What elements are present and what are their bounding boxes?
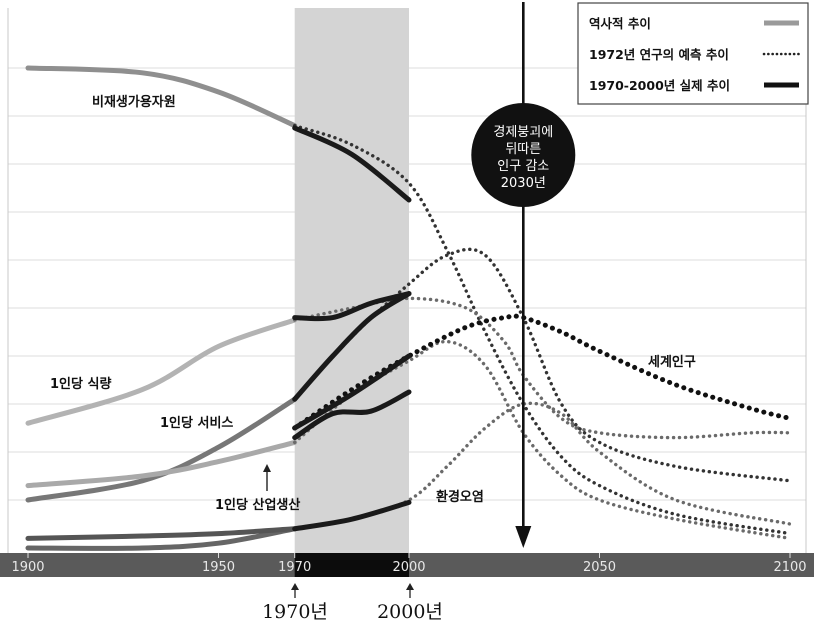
series-2-historical-line: [25, 317, 298, 426]
event-label-line: 경제붕괴에: [493, 125, 553, 140]
period-start-marker: 1970년: [262, 583, 328, 623]
industrial-pointer-arrow: [263, 464, 271, 491]
series-label-population: 세계인구: [648, 354, 696, 370]
series-3-projected-line: [293, 247, 792, 483]
legend-entry-label: 1970-2000년 실제 추이: [589, 78, 730, 93]
series-6-historical-line: [25, 526, 298, 541]
series-5-historical-line: [25, 526, 298, 551]
historical-lines: [25, 65, 298, 551]
series-1-actual-line: [292, 125, 412, 203]
period-end-marker: 2000년: [377, 583, 443, 623]
series-2-actual-line: [292, 291, 412, 322]
event-label-line: 인구 감소: [497, 159, 549, 174]
series-4-actual-line: [292, 389, 412, 441]
x-axis-period-band: [294, 553, 409, 577]
actual-lines: [292, 125, 412, 532]
legend: 역사적 추이 1972년 연구의 예측 추이 1970-2000년 실제 추이: [577, 2, 809, 105]
series-1-projected-line: [293, 123, 792, 536]
series-5-actual-line: [292, 353, 412, 431]
event-circle: [471, 103, 576, 207]
event-arrowhead: [515, 526, 532, 548]
x-axis-ticks: 1900 1950 1970 2000 2050 2100: [11, 553, 807, 575]
x-tick-label: 2050: [583, 560, 616, 575]
event-label-line: 2030년: [501, 176, 546, 191]
x-tick-label: 2000: [392, 560, 425, 575]
highlight-period-shade: [294, 8, 409, 553]
series-label-food: 1인당 식량: [50, 376, 111, 392]
series-label-services: 1인당 서비스: [160, 415, 233, 431]
series-label-resources: 비재생가용자원: [92, 94, 176, 110]
event-label-line: 뒤따른: [505, 142, 541, 157]
series-6-actual-line: [292, 499, 412, 532]
x-tick-label: 1970: [278, 560, 311, 575]
x-tick-label: 2100: [773, 560, 806, 575]
x-tick-label: 1900: [11, 560, 44, 575]
series-3-actual-line: [292, 291, 412, 402]
x-tick-label: 1950: [202, 560, 235, 575]
series-4-historical-line: [25, 439, 298, 489]
legend-entry-label: 1972년 연구의 예측 추이: [589, 47, 729, 62]
period-end-label: 2000년: [377, 601, 443, 623]
period-start-label: 1970년: [262, 601, 328, 623]
series-label-pollution: 환경오염: [436, 489, 484, 505]
series-1-historical-line: [25, 65, 298, 129]
series-label-industrial: 1인당 산업생산: [215, 497, 300, 513]
legend-entry-label: 역사적 추이: [589, 16, 651, 31]
